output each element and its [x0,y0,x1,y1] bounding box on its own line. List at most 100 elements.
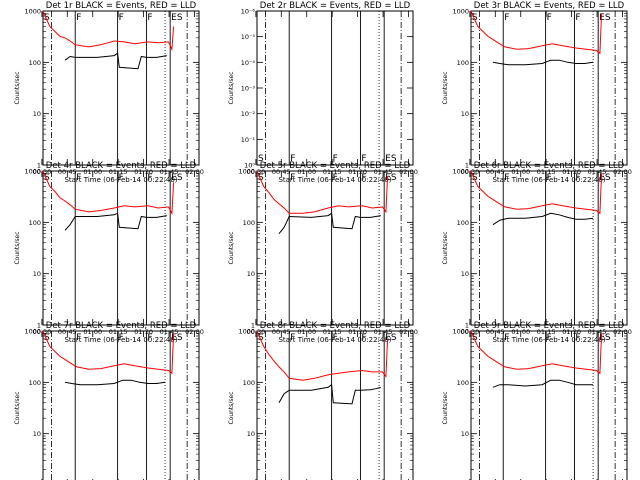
plot-frame [470,330,628,480]
marker-label: ES [171,13,183,23]
marker-label: F [76,13,81,23]
y-tick-label: 10⁰ [244,162,255,170]
lld-series-line [470,10,603,55]
y-axis-label: Counts/sec [228,231,235,264]
marker-label: F [119,173,124,183]
marker-label: ES [171,173,183,183]
y-axis-label: Counts/sec [14,231,21,264]
y-tick-label: 100 [243,379,255,387]
marker-label: F [361,333,366,343]
y-tick-label: 10 [461,430,469,438]
marker-label: F [119,333,124,343]
marker-label: F [504,13,509,23]
y-axis-label: Counts/sec [228,71,235,104]
y-tick-label: 1 [37,322,41,330]
y-tick-label: 1000 [452,168,469,176]
y-tick-label: 1000 [452,328,469,336]
marker-label: F [547,173,552,183]
lld-series-line [256,330,389,381]
detector-panel: Det 6r BLACK = Events, RED = LLD 1 10 100 10… [442,161,632,344]
y-axis-label: Counts/sec [228,391,235,424]
y-tick-label: 1 [37,162,41,170]
detector-panel: Det 4r BLACK = Events, RED = LLD 1 10 100 10… [14,161,204,344]
y-tick-label: 100 [29,219,41,227]
marker-label: S [472,13,478,23]
y-axis-label: Counts/sec [442,391,449,424]
marker-label: F [147,333,152,343]
y-tick-label: 1000 [24,328,41,336]
marker-label: F [504,173,509,183]
panel-title: Det 4r BLACK = Events, RED = LLD [46,161,197,171]
y-tick-label: 1000 [452,8,469,16]
y-tick-label: 1 [465,322,469,330]
y-axis-label: Counts/sec [442,231,449,264]
y-tick-label: 10 [461,270,469,278]
marker-label: F [333,173,338,183]
y-tick-label: 10⁻¹ [241,136,256,144]
lld-series-line [42,170,175,216]
panel-title: Det 7r BLACK = Events, RED = LLD [46,321,197,331]
y-tick-label: 10 [33,110,41,118]
y-tick-label: 10 [461,110,469,118]
detector-panel: Det 2r BLACK = Events, RED = LLD 10⁻⁶ 10⁻⁵… [228,1,418,184]
panel-title: Det 3r BLACK = Events, RED = LLD [474,1,625,11]
y-tick-label: 1 [465,162,469,170]
detector-panel: Det 8r BLACK = Events, RED = LLD 1 10 100 10… [228,321,414,480]
events-series-line [492,59,594,66]
y-tick-label: 100 [457,59,469,67]
marker-label: S [472,333,478,343]
y-tick-label: 1000 [24,168,41,176]
events-series-line [278,212,381,235]
events-series-line [64,52,167,70]
panel-title: Det 9r BLACK = Events, RED = LLD [474,321,625,331]
y-tick-label: 10⁻³ [241,85,256,93]
marker-label: ES [385,154,397,164]
y-tick-label: 10 [247,430,255,438]
y-tick-label: 100 [29,59,41,67]
detector-panel: Det 5r BLACK = Events, RED = LLD 1 10 100 10… [228,161,418,344]
marker-label: F [76,173,81,183]
detector-panel: Det 3r BLACK = Events, RED = LLD 1 10 100 10… [442,1,632,184]
marker-label: ES [171,333,183,343]
lld-series-line [470,330,603,375]
panel-title: Det 5r BLACK = Events, RED = LLD [260,161,411,171]
events-series-line [492,212,594,226]
plot-frame [42,170,200,326]
plot-frame [42,330,200,480]
marker-label: S [44,333,50,343]
marker-label: F [290,154,295,164]
y-tick-label: 10 [33,270,41,278]
y-tick-label: 100 [29,379,41,387]
marker-label: S [258,173,264,183]
lld-series-line [42,330,175,375]
y-tick-label: 100 [243,219,255,227]
marker-label: S [44,173,50,183]
y-tick-label: 100 [457,379,469,387]
lld-series-line [256,170,389,214]
y-tick-label: 10⁻⁴ [241,59,256,67]
y-tick-label: 10 [247,270,255,278]
events-series-line [492,379,594,388]
plot-frame [470,10,628,166]
marker-label: S [258,154,264,164]
marker-label: ES [599,333,611,343]
detector-panel: Det 7r BLACK = Events, RED = LLD 1 10 100 10… [14,321,200,480]
marker-label: F [290,333,295,343]
marker-label: F [575,13,580,23]
marker-label: F [504,333,509,343]
y-tick-label: 10⁻⁶ [241,8,256,16]
marker-label: F [575,173,580,183]
events-series-line [64,212,167,231]
plot-frame [256,10,414,166]
marker-label: F [547,13,552,23]
detector-panel: Det 1r BLACK = Events, RED = LLD 1 10 100 10… [14,1,204,184]
y-axis-label: Counts/sec [14,391,21,424]
y-tick-label: 1 [251,322,255,330]
panel-title: Det 1r BLACK = Events, RED = LLD [46,1,197,11]
y-tick-label: 10⁻² [241,110,256,118]
panel-title: Det 8r BLACK = Events, RED = LLD [260,321,411,331]
marker-label: F [361,154,366,164]
marker-label: F [361,173,366,183]
marker-label: F [575,333,580,343]
